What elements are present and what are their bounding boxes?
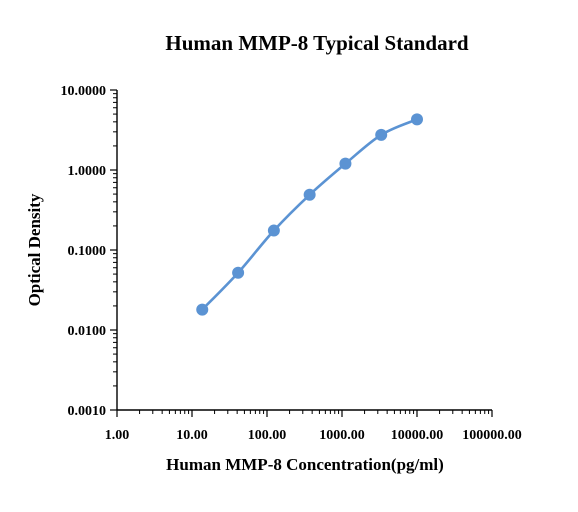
x-tick-label: 100000.00 <box>462 428 522 443</box>
chart-title: Human MMP-8 Typical Standard <box>165 31 468 55</box>
x-tick-label: 10.00 <box>176 428 208 443</box>
fit-curve <box>201 118 418 311</box>
data-point <box>232 266 245 279</box>
tick-label-group: 1.00 10.00 100.00 1000.00 10000.00 100000.00 0… <box>61 84 522 443</box>
y-tick-label: 0.0100 <box>68 324 107 339</box>
y-tick-label: 0.1000 <box>68 244 107 259</box>
data-point <box>339 157 352 170</box>
data-point <box>375 128 388 141</box>
x-tick-label: 1.00 <box>105 428 130 443</box>
x-tick-label: 1000.00 <box>319 428 365 443</box>
y-tick-label: 0.0010 <box>68 404 107 419</box>
data-point <box>411 113 423 126</box>
data-point <box>196 303 209 316</box>
x-tick-label: 10000.00 <box>391 428 444 443</box>
data-point <box>267 224 280 237</box>
y-axis-label: Optical Density <box>25 193 44 306</box>
x-tick-label: 100.00 <box>248 428 287 443</box>
axes <box>116 90 492 411</box>
y-tick-label: 1.0000 <box>68 164 107 179</box>
data-point <box>303 188 316 201</box>
tick-group <box>110 89 493 417</box>
x-axis-label: Human MMP-8 Concentration(pg/ml) <box>166 455 444 474</box>
y-tick-label: 10.0000 <box>61 84 107 99</box>
data-points <box>196 113 423 316</box>
